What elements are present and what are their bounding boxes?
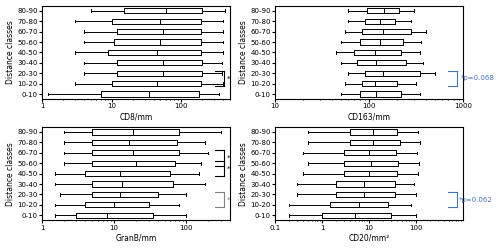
Text: *p=0.062: *p=0.062 (459, 197, 492, 203)
Text: *: * (226, 197, 230, 203)
Text: *: * (226, 165, 230, 171)
Y-axis label: Distance classes: Distance classes (6, 21, 15, 84)
Y-axis label: Distance classes: Distance classes (238, 142, 248, 206)
Text: *: * (226, 155, 230, 161)
X-axis label: CD20/mm²: CD20/mm² (348, 233, 390, 243)
Text: *: * (226, 75, 230, 81)
X-axis label: CD8/mm: CD8/mm (120, 112, 152, 121)
Text: *p=0.068: *p=0.068 (460, 75, 494, 81)
X-axis label: CD163/mm: CD163/mm (348, 112, 391, 121)
Y-axis label: Distance classes: Distance classes (6, 142, 15, 206)
X-axis label: GranB/mm: GranB/mm (116, 233, 156, 243)
Y-axis label: Distance classes: Distance classes (238, 21, 248, 84)
